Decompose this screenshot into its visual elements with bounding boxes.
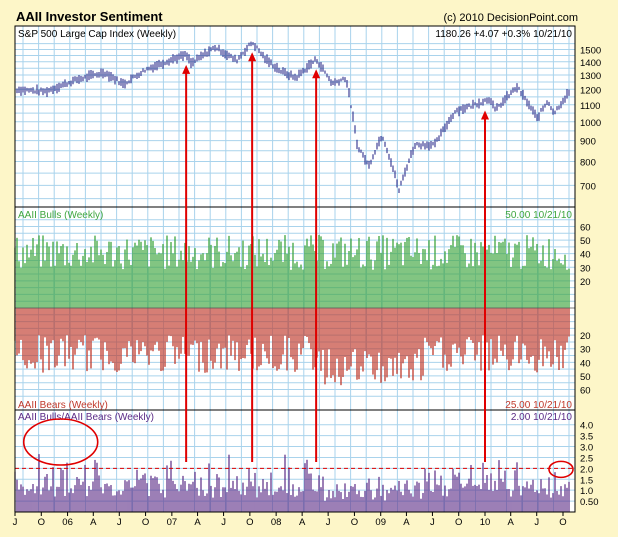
bears-readout: 25.00 10/21/10 xyxy=(505,400,572,411)
x-tick-label: J xyxy=(534,517,539,528)
x-tick-label: A xyxy=(508,517,515,528)
chart-title: AAII Investor Sentiment xyxy=(16,9,163,24)
y-tick-label: 30 xyxy=(580,263,591,274)
x-tick-label: O xyxy=(351,517,358,528)
annotation-circle xyxy=(548,460,574,479)
bulls-panel-title: AAII Bulls (Weekly) xyxy=(18,210,103,221)
bulls-readout: 50.00 10/21/10 xyxy=(505,210,572,221)
x-tick-label: J xyxy=(326,517,331,528)
y-tick-label: 3.5 xyxy=(580,432,593,443)
x-tick-label: J xyxy=(13,517,18,528)
x-tick-label: 08 xyxy=(271,517,282,528)
x-tick-label: A xyxy=(403,517,410,528)
price-series xyxy=(14,41,570,193)
y-tick-label: 30 xyxy=(580,345,591,356)
x-tick-label: A xyxy=(194,517,201,528)
annotation-arrow-head xyxy=(481,110,489,120)
bears-panel-title: AAII Bears (Weekly) xyxy=(18,400,108,411)
x-tick-label: O xyxy=(559,517,566,528)
y-tick-label: 1400 xyxy=(580,58,601,69)
y-tick-label: 900 xyxy=(580,137,596,148)
y-tick-label: 1300 xyxy=(580,71,601,82)
y-tick-label: 2.0 xyxy=(580,464,593,475)
ratio-readout: 2.00 10/21/10 xyxy=(511,412,573,423)
x-tick-label: J xyxy=(117,517,122,528)
bulls-series xyxy=(14,234,570,308)
y-tick-label: 1100 xyxy=(580,101,600,112)
y-tick-label: 3.0 xyxy=(580,443,593,454)
plot-border xyxy=(14,25,576,513)
y-tick-label: 50 xyxy=(580,372,591,383)
x-tick-label: A xyxy=(299,517,306,528)
y-tick-label: 800 xyxy=(580,158,596,169)
x-tick-label: O xyxy=(38,517,45,528)
x-tick-label: 07 xyxy=(167,517,178,528)
y-tick-label: 4.0 xyxy=(580,421,593,432)
y-tick-label: 1.5 xyxy=(580,475,593,486)
panel-separators xyxy=(15,206,575,411)
x-tick-label: J xyxy=(221,517,226,528)
annotation-arrow-head xyxy=(312,69,321,79)
annotation-arrow-head xyxy=(248,52,257,62)
ratio-panel-title: AAII Bulls/AAII Bears (Weekly) xyxy=(18,412,154,423)
x-tick-label: O xyxy=(246,517,253,528)
price-readout: 1180.26 +4.07 +0.3% 10/21/10 xyxy=(435,29,572,40)
price-panel-title: S&P 500 Large Cap Index (Weekly) xyxy=(18,29,176,40)
y-tick-label: 20 xyxy=(580,331,591,342)
y-tick-label: 60 xyxy=(580,223,591,234)
y-tick-label: 1.0 xyxy=(580,486,593,497)
y-tick-label: 40 xyxy=(580,358,591,369)
x-tick-label: 10 xyxy=(480,517,491,528)
y-tick-label: 1500 xyxy=(580,46,601,57)
y-tick-label: 20 xyxy=(580,277,591,288)
x-tick-label: A xyxy=(90,517,97,528)
y-tick-label: 60 xyxy=(580,385,591,396)
y-tick-label: 40 xyxy=(580,250,591,261)
x-tick-label: O xyxy=(455,517,462,528)
annotation-circle xyxy=(22,418,99,466)
y-tick-label: 700 xyxy=(580,181,596,192)
x-tick-label: 09 xyxy=(375,517,386,528)
y-tick-label: 2.5 xyxy=(580,453,593,464)
x-tick-label: J xyxy=(430,517,435,528)
x-tick-label: O xyxy=(142,517,149,528)
copyright-text: (c) 2010 DecisionPoint.com xyxy=(443,12,578,24)
y-tick-label: 1000 xyxy=(580,118,601,129)
y-tick-label: 0.50 xyxy=(580,497,599,508)
y-tick-label: 1200 xyxy=(580,85,601,96)
x-tick-label: 06 xyxy=(62,517,73,528)
annotation-arrow-head xyxy=(182,64,191,74)
y-tick-label: 50 xyxy=(580,236,591,247)
